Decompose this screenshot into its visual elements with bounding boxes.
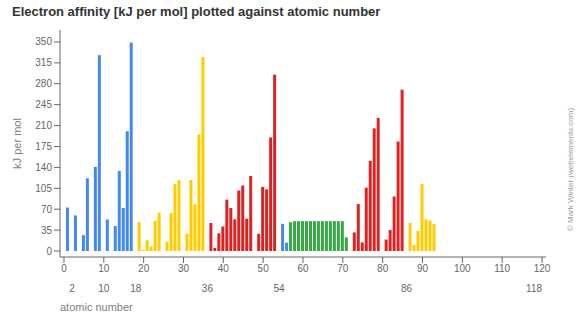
- svg-text:36: 36: [202, 283, 214, 294]
- html-text:Electron affinity [kJ per mol]: Electron affinity [kJ per mol] plotted a…: [12, 4, 381, 19]
- svg-text:86: 86: [401, 283, 413, 294]
- svg-text:10: 10: [98, 283, 110, 294]
- svg-text:70: 70: [337, 263, 349, 274]
- svg-text:50: 50: [258, 263, 270, 274]
- svg-text:210: 210: [35, 120, 52, 131]
- svg-text:10: 10: [98, 263, 110, 274]
- svg-text:245: 245: [35, 99, 52, 110]
- svg-text:105: 105: [35, 183, 52, 194]
- svg-text:60: 60: [297, 263, 309, 274]
- svg-text:90: 90: [417, 263, 429, 274]
- svg-text:18: 18: [130, 283, 142, 294]
- svg-text:0: 0: [46, 246, 52, 257]
- svg-text:120: 120: [534, 263, 551, 274]
- svg-text:100: 100: [454, 263, 471, 274]
- html-text:© Mark Winter (webelements.com: © Mark Winter (webelements.com): [566, 107, 576, 232]
- svg-text:2: 2: [69, 283, 75, 294]
- svg-text:35: 35: [41, 225, 53, 236]
- svg-text:350: 350: [35, 36, 52, 47]
- svg-text:20: 20: [138, 263, 150, 274]
- svg-text:30: 30: [178, 263, 190, 274]
- svg-text:40: 40: [218, 263, 230, 274]
- svg-text:140: 140: [35, 162, 52, 173]
- svg-text:80: 80: [377, 263, 389, 274]
- svg-text:70: 70: [41, 204, 53, 215]
- svg-text:110: 110: [494, 263, 510, 274]
- svg-text:315: 315: [35, 57, 52, 68]
- svg-text:atomic number: atomic number: [60, 301, 133, 313]
- svg-text:0: 0: [61, 263, 67, 274]
- svg-text:kJ per mol: kJ per mol: [11, 118, 23, 169]
- svg-text:280: 280: [35, 78, 52, 89]
- svg-text:175: 175: [35, 141, 52, 152]
- svg-text:54: 54: [274, 283, 286, 294]
- svg-text:118: 118: [526, 283, 542, 294]
